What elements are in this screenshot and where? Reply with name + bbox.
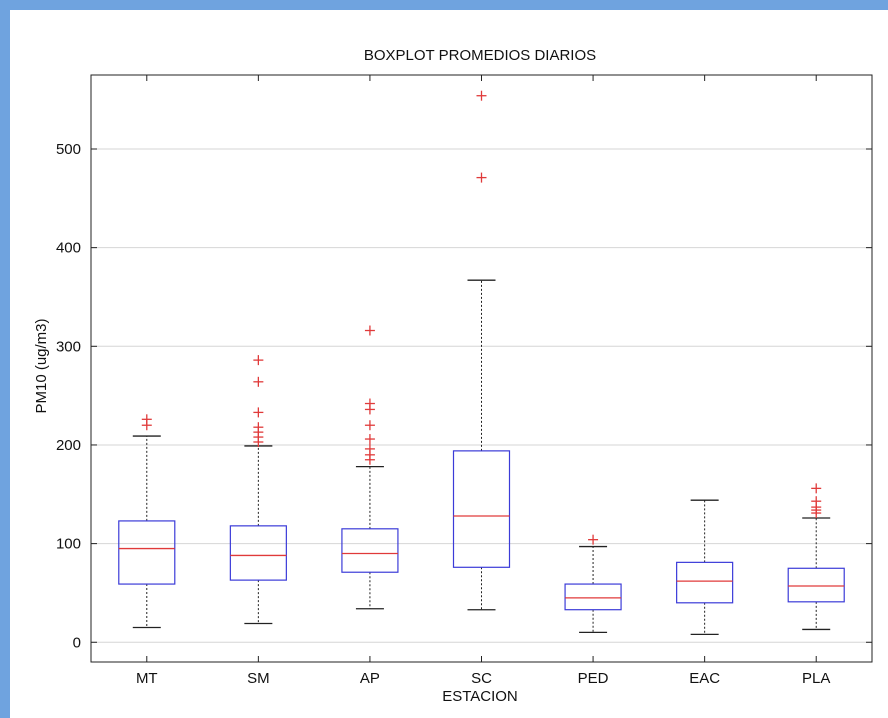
- box-sc: [452, 90, 511, 611]
- plot-area: [90, 74, 873, 663]
- iqr-box: [118, 520, 176, 585]
- chart-title: BOXPLOT PROMEDIOS DIARIOS: [364, 47, 596, 64]
- iqr-box: [676, 561, 734, 604]
- outlier-marker: [811, 496, 822, 507]
- box-sm: [229, 355, 287, 625]
- y-axis: 0 100 200 300 400 500: [56, 141, 872, 651]
- iqr-box: [341, 528, 399, 573]
- iqr-box: [564, 583, 622, 611]
- y-tick-label: 100: [56, 536, 81, 553]
- iqr-box: [229, 525, 287, 581]
- x-tick-label: PED: [578, 670, 609, 687]
- y-tick-label: 300: [56, 338, 81, 355]
- y-tick-label: 400: [56, 240, 81, 257]
- iqr-box: [787, 567, 845, 603]
- x-tick-label: PLA: [802, 670, 830, 687]
- outlier-marker: [253, 376, 264, 387]
- x-tick-label: SM: [247, 670, 270, 687]
- box-pla: [787, 483, 845, 631]
- x-tick-label: MT: [136, 670, 158, 687]
- outlier-marker: [253, 407, 264, 418]
- outlier-marker: [364, 398, 375, 409]
- x-axis-label: ESTACION: [442, 688, 518, 705]
- box-ap: [341, 325, 399, 610]
- outlier-marker: [364, 420, 375, 431]
- outlier-marker: [811, 483, 822, 494]
- y-tick-label: 0: [73, 634, 81, 651]
- box-ped: [564, 534, 622, 634]
- outlier-marker: [476, 90, 487, 101]
- y-tick-label: 500: [56, 141, 81, 158]
- y-axis-label: PM10 (ug/m3): [33, 318, 50, 413]
- x-tick-label: SC: [471, 670, 492, 687]
- outlier-marker: [476, 172, 487, 183]
- x-tick-label: AP: [360, 670, 380, 687]
- x-axis: MT SM AP SC PED EAC PLA: [136, 75, 830, 687]
- outlier-marker: [253, 355, 264, 366]
- x-tick-label: EAC: [689, 670, 720, 687]
- outlier-marker: [141, 414, 152, 425]
- outlier-marker: [364, 434, 375, 445]
- outlier-marker: [588, 534, 599, 545]
- boxes-layer: [118, 90, 845, 636]
- box-eac: [676, 499, 734, 636]
- outlier-marker: [253, 422, 264, 433]
- y-tick-label: 200: [56, 437, 81, 454]
- outlier-marker: [364, 325, 375, 336]
- iqr-box: [452, 450, 511, 568]
- outlier-marker: [364, 443, 375, 454]
- box-mt: [118, 414, 176, 629]
